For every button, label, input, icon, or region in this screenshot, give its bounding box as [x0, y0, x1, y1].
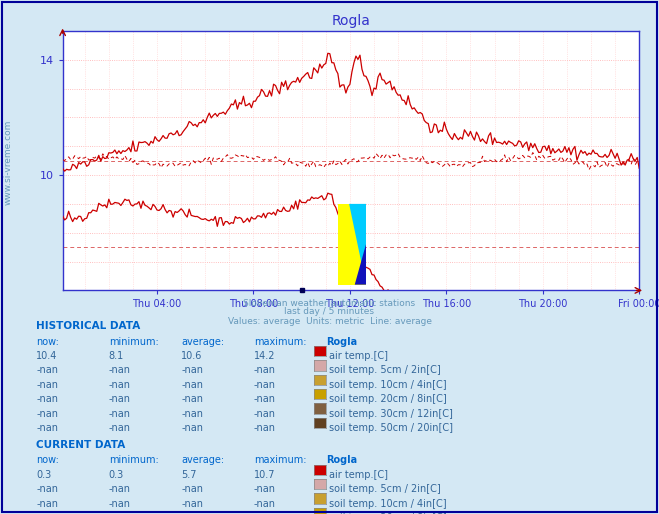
- Text: -nan: -nan: [36, 499, 58, 508]
- Text: -nan: -nan: [109, 380, 130, 390]
- Text: Rogla: Rogla: [326, 455, 357, 465]
- Text: -nan: -nan: [254, 423, 275, 433]
- Text: -nan: -nan: [254, 365, 275, 375]
- Polygon shape: [349, 204, 366, 285]
- Text: 10.7: 10.7: [254, 470, 275, 480]
- Text: soil temp. 10cm / 4in[C]: soil temp. 10cm / 4in[C]: [329, 499, 446, 508]
- Text: 5.7: 5.7: [181, 470, 197, 480]
- Text: soil temp. 50cm / 20in[C]: soil temp. 50cm / 20in[C]: [329, 423, 453, 433]
- Text: -nan: -nan: [181, 394, 203, 404]
- Text: 0.3: 0.3: [36, 470, 51, 480]
- Text: -nan: -nan: [109, 394, 130, 404]
- Text: HISTORICAL DATA: HISTORICAL DATA: [36, 321, 140, 331]
- Text: average:: average:: [181, 337, 224, 346]
- Text: -nan: -nan: [36, 380, 58, 390]
- Text: soil temp. 20cm / 8in[C]: soil temp. 20cm / 8in[C]: [329, 513, 447, 514]
- Text: -nan: -nan: [254, 499, 275, 508]
- Polygon shape: [355, 244, 366, 285]
- Text: Values: average  Units: metric  Line: average: Values: average Units: metric Line: aver…: [227, 317, 432, 326]
- Text: -nan: -nan: [181, 409, 203, 418]
- Text: soil temp. 20cm / 8in[C]: soil temp. 20cm / 8in[C]: [329, 394, 447, 404]
- Text: 10.4: 10.4: [36, 351, 57, 361]
- Title: Rogla: Rogla: [331, 14, 370, 28]
- Text: -nan: -nan: [181, 484, 203, 494]
- Text: -nan: -nan: [109, 409, 130, 418]
- Text: -nan: -nan: [109, 423, 130, 433]
- Text: -nan: -nan: [36, 365, 58, 375]
- Text: -nan: -nan: [181, 499, 203, 508]
- Text: -nan: -nan: [109, 499, 130, 508]
- Text: Rogla: Rogla: [326, 337, 357, 346]
- Bar: [338, 204, 366, 285]
- Text: -nan: -nan: [109, 365, 130, 375]
- Text: -nan: -nan: [254, 513, 275, 514]
- Text: minimum:: minimum:: [109, 455, 158, 465]
- Text: -nan: -nan: [36, 513, 58, 514]
- Text: 0.3: 0.3: [109, 470, 124, 480]
- Text: maximum:: maximum:: [254, 337, 306, 346]
- Text: -nan: -nan: [254, 394, 275, 404]
- Text: www.si-vreme.com: www.si-vreme.com: [3, 119, 13, 205]
- Text: maximum:: maximum:: [254, 455, 306, 465]
- Text: CURRENT DATA: CURRENT DATA: [36, 440, 125, 450]
- Text: air temp.[C]: air temp.[C]: [329, 470, 388, 480]
- Text: -nan: -nan: [181, 380, 203, 390]
- Text: -nan: -nan: [181, 365, 203, 375]
- Text: soil temp. 5cm / 2in[C]: soil temp. 5cm / 2in[C]: [329, 365, 441, 375]
- Text: -nan: -nan: [181, 423, 203, 433]
- Text: -nan: -nan: [181, 513, 203, 514]
- Text: now:: now:: [36, 337, 59, 346]
- Text: 8.1: 8.1: [109, 351, 124, 361]
- Text: -nan: -nan: [254, 484, 275, 494]
- Text: -nan: -nan: [109, 513, 130, 514]
- Text: air temp.[C]: air temp.[C]: [329, 351, 388, 361]
- Text: average:: average:: [181, 455, 224, 465]
- Text: minimum:: minimum:: [109, 337, 158, 346]
- Text: -nan: -nan: [109, 484, 130, 494]
- Text: soil temp. 5cm / 2in[C]: soil temp. 5cm / 2in[C]: [329, 484, 441, 494]
- Text: -nan: -nan: [36, 484, 58, 494]
- Text: -nan: -nan: [36, 423, 58, 433]
- Text: Slovenian weather automatic stations: Slovenian weather automatic stations: [243, 299, 416, 308]
- Text: soil temp. 30cm / 12in[C]: soil temp. 30cm / 12in[C]: [329, 409, 453, 418]
- Text: last day / 5 minutes: last day / 5 minutes: [285, 307, 374, 317]
- Text: -nan: -nan: [36, 394, 58, 404]
- Text: -nan: -nan: [254, 380, 275, 390]
- Text: -nan: -nan: [254, 409, 275, 418]
- Text: 14.2: 14.2: [254, 351, 275, 361]
- Text: -nan: -nan: [36, 409, 58, 418]
- Text: soil temp. 10cm / 4in[C]: soil temp. 10cm / 4in[C]: [329, 380, 446, 390]
- Text: now:: now:: [36, 455, 59, 465]
- Text: 10.6: 10.6: [181, 351, 202, 361]
